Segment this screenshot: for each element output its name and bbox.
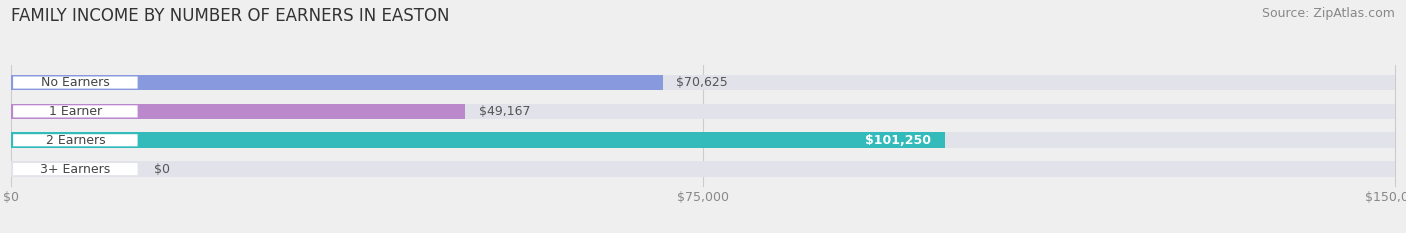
Text: $70,625: $70,625 xyxy=(676,76,728,89)
Bar xyxy=(11,161,1395,177)
FancyBboxPatch shape xyxy=(13,163,138,175)
Bar xyxy=(11,132,1395,148)
Text: $0: $0 xyxy=(155,163,170,176)
FancyBboxPatch shape xyxy=(13,76,138,89)
Bar xyxy=(11,132,945,148)
FancyBboxPatch shape xyxy=(13,105,138,117)
Bar xyxy=(11,75,662,90)
Text: 2 Earners: 2 Earners xyxy=(45,134,105,147)
Text: 3+ Earners: 3+ Earners xyxy=(41,163,111,176)
Bar xyxy=(11,104,465,119)
Text: $101,250: $101,250 xyxy=(865,134,931,147)
Text: Source: ZipAtlas.com: Source: ZipAtlas.com xyxy=(1261,7,1395,20)
Text: $49,167: $49,167 xyxy=(478,105,530,118)
Text: No Earners: No Earners xyxy=(41,76,110,89)
Text: FAMILY INCOME BY NUMBER OF EARNERS IN EASTON: FAMILY INCOME BY NUMBER OF EARNERS IN EA… xyxy=(11,7,450,25)
FancyBboxPatch shape xyxy=(13,134,138,146)
Bar xyxy=(11,104,1395,119)
Bar xyxy=(11,75,1395,90)
Text: 1 Earner: 1 Earner xyxy=(49,105,101,118)
